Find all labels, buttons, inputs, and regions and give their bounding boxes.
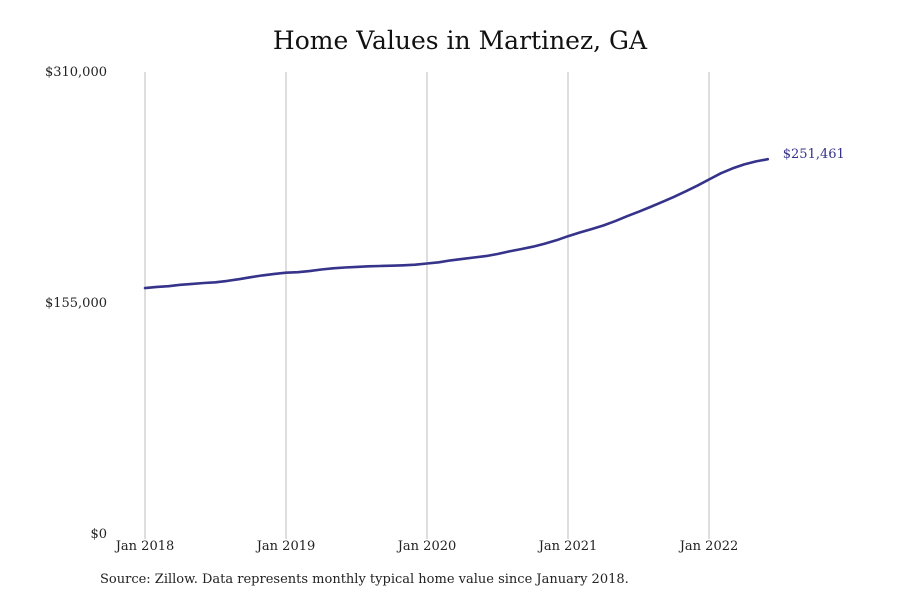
x-tick-label: Jan 2022 [678, 539, 739, 554]
grid-lines [144, 72, 710, 539]
series-line [143, 157, 770, 290]
source-note: Source: Zillow. Data represents monthly … [100, 572, 629, 587]
series-layer: $251,461 [143, 147, 845, 290]
chart-title: Home Values in Martinez, GA [272, 26, 648, 55]
x-tick-label: Jan 2019 [255, 539, 316, 554]
x-axis-ticks: Jan 2018 Jan 2019 Jan 2020 Jan 2021 Jan 2022 [114, 539, 739, 554]
x-tick-label: Jan 2020 [396, 539, 457, 554]
y-tick-label: $0 [90, 527, 107, 542]
end-value-label: $251,461 [783, 147, 845, 162]
y-axis-ticks: $0 $155,000 $310,000 [45, 65, 107, 542]
x-tick-label: Jan 2018 [114, 539, 175, 554]
y-tick-label: $155,000 [45, 296, 107, 311]
y-tick-label: $310,000 [45, 65, 107, 80]
x-tick-label: Jan 2021 [537, 539, 598, 554]
